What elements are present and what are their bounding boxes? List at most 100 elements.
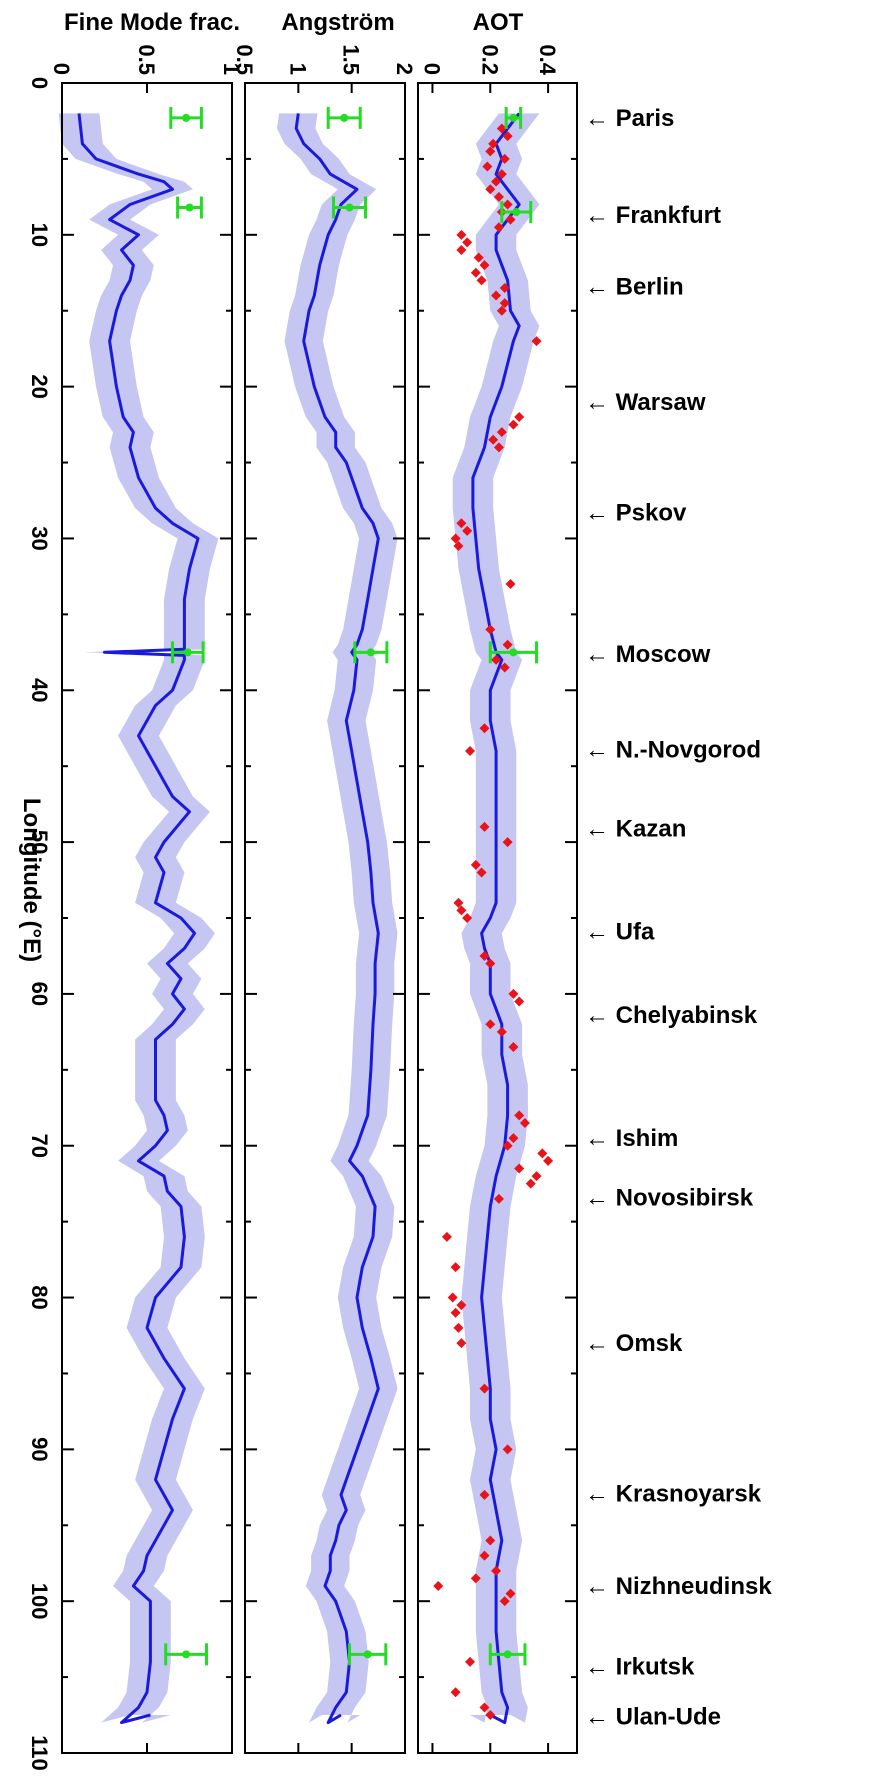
city-label: ← Nizhneudinsk xyxy=(585,1573,772,1600)
aot-point xyxy=(493,442,504,453)
aot-point xyxy=(514,1110,525,1121)
aot-point xyxy=(502,199,513,210)
city-label: ← Novosibirsk xyxy=(585,1184,754,1211)
aot-point xyxy=(485,146,496,157)
longitude-tick-labels: 0 10 20 30 40 50 60 70 80 90 100 110 xyxy=(27,77,52,1771)
angstrom-band xyxy=(277,113,398,1723)
longitude-tick-label: 0 xyxy=(27,77,52,89)
longitude-tick-label: 80 xyxy=(27,1285,52,1309)
city-label: ← Ulan-Ude xyxy=(585,1704,721,1731)
city-label: ← Ufa xyxy=(585,919,655,946)
aot-point xyxy=(441,1231,452,1242)
aot-point xyxy=(462,237,473,248)
aot-point xyxy=(508,988,519,999)
city-label: ← Berlin xyxy=(585,273,684,300)
aot-point xyxy=(456,1338,467,1349)
aot-point xyxy=(453,1322,464,1333)
city-label: ← Omsk xyxy=(585,1330,683,1357)
city-labels: ← Paris ← Frankfurt ← Berlin ← Warsaw ← Psko… xyxy=(585,105,772,1731)
aot-point xyxy=(514,1163,525,1174)
aot-point xyxy=(447,1292,458,1303)
aot-point xyxy=(488,138,499,149)
aot-point xyxy=(470,1573,481,1584)
city-label: ← Paris xyxy=(585,105,674,132)
aot-value-tick-label: 0.4 xyxy=(535,44,560,75)
aot-point xyxy=(499,282,510,293)
aot-value-tick-label: 0 xyxy=(419,63,444,75)
aot-point xyxy=(456,518,467,529)
aot-point xyxy=(499,662,510,673)
aot-point xyxy=(479,1489,490,1500)
aot-point xyxy=(485,958,496,969)
aot-point xyxy=(514,996,525,1007)
city-label: ← Ishim xyxy=(585,1125,678,1152)
longitude-tick-label: 70 xyxy=(27,1133,52,1157)
aot-point xyxy=(543,1155,554,1166)
aot-point xyxy=(491,654,502,665)
angstrom-reference-point xyxy=(340,113,349,122)
aot-point xyxy=(479,723,490,734)
longitude-tick-label: 100 xyxy=(27,1583,52,1620)
fine-mode-reference-point xyxy=(183,648,192,657)
aot-point xyxy=(505,214,516,225)
aot-point xyxy=(537,1148,548,1159)
aot-point xyxy=(502,639,513,650)
aot-point xyxy=(502,131,513,142)
aot-point xyxy=(531,336,542,347)
aot-reference-point xyxy=(509,648,518,657)
aot-point xyxy=(496,1026,507,1037)
aot-point xyxy=(485,184,496,195)
aot-point xyxy=(525,1178,536,1189)
aot-point xyxy=(485,1710,496,1721)
aot-point xyxy=(519,1117,530,1128)
fine-mode-value-tick-label: 1 xyxy=(219,63,244,75)
aot-point xyxy=(479,1383,490,1394)
aot-point xyxy=(502,837,513,848)
longitude-tick-label: 10 xyxy=(27,223,52,247)
angstrom-line xyxy=(294,113,380,1725)
angstrom-value-tick-label: 0.5 xyxy=(232,44,257,75)
angstrom-reference-point xyxy=(345,203,354,212)
aot-point xyxy=(462,913,473,923)
angstrom-reference-point xyxy=(363,1650,372,1659)
fine-mode-reference-point xyxy=(182,1650,191,1659)
fine-mode-line xyxy=(77,113,200,1725)
aot-point xyxy=(505,1588,516,1599)
aot-point xyxy=(470,267,481,278)
longitude-tick-label: 40 xyxy=(27,678,52,702)
panel-title-angstrom: Angström xyxy=(281,9,394,36)
aot-point xyxy=(456,905,467,916)
aot-point xyxy=(496,427,507,438)
aot-point xyxy=(499,153,510,164)
aot-point xyxy=(479,821,490,832)
aot-value-tick-label: 0.2 xyxy=(477,44,502,75)
aot-point xyxy=(482,161,493,172)
aot-point xyxy=(476,867,487,878)
city-label: ← Krasnoyarsk xyxy=(585,1480,762,1507)
aot-point xyxy=(450,1262,461,1273)
panel-fine-mode: 0 0.5 1 xyxy=(49,44,244,1754)
aot-point xyxy=(465,1656,476,1667)
panel-angstrom: 0.5 1 1.5 2 xyxy=(232,44,417,1754)
panel-title-aot: AOT xyxy=(473,9,524,36)
aot-point xyxy=(531,1171,542,1182)
aot-point xyxy=(496,169,507,180)
aot-point xyxy=(502,1444,513,1455)
aot-point xyxy=(485,1019,496,1030)
longitude-tick-label: 110 xyxy=(27,1735,52,1771)
longitude-tick-label: 60 xyxy=(27,982,52,1006)
aot-point xyxy=(514,412,525,422)
aot-point xyxy=(479,260,490,271)
city-label: ← Pskov xyxy=(585,500,687,527)
aot-reference-point xyxy=(503,1650,512,1659)
aot-point xyxy=(473,252,484,263)
city-label: ← Frankfurt xyxy=(585,202,721,229)
fine-mode-band xyxy=(58,113,219,1723)
fine-mode-reference-point xyxy=(185,203,194,212)
aot-point xyxy=(476,275,487,286)
aot-point xyxy=(456,245,467,255)
panel-title-fine-mode: Fine Mode frac. xyxy=(64,9,240,36)
aot-point xyxy=(491,176,502,187)
aot-point xyxy=(508,1133,519,1144)
aot-point xyxy=(433,1581,444,1591)
